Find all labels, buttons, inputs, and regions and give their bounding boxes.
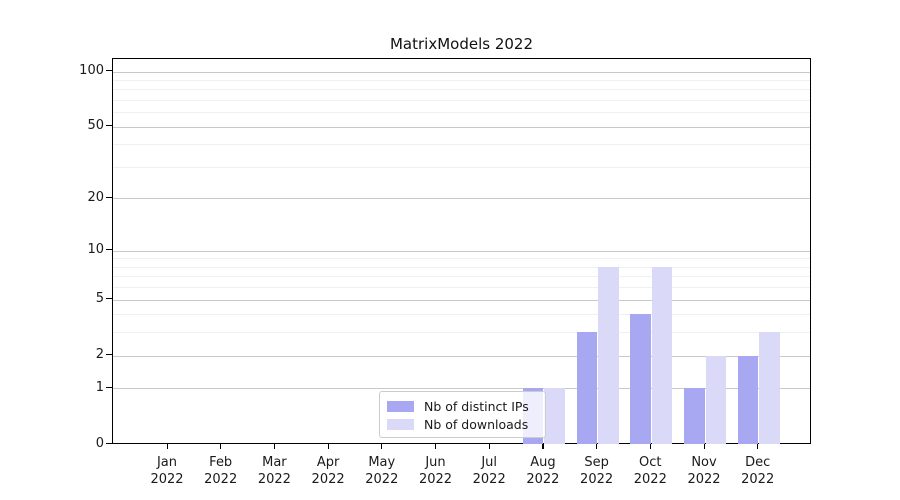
gridline-major [113,388,810,390]
x-tick-label: Jan 2022 [150,454,184,487]
bar-downloads-month-10 [651,266,673,445]
legend-item-downloads: Nb of downloads [387,415,537,433]
gridline-minor [113,144,810,146]
x-tick-label: Mar 2022 [257,454,291,487]
legend-label-downloads: Nb of downloads [424,416,529,432]
gridline-major [113,355,810,357]
y-tick-label: 2 [95,347,104,363]
gridline-minor [113,79,810,81]
bar-distinct-ips-month-10 [630,314,651,445]
gridline-minor [113,276,810,278]
x-tick-mark [381,443,383,449]
x-tick-label: Nov 2022 [687,454,721,487]
legend: Nb of distinct IPs Nb of downloads [379,391,546,438]
bar-downloads-month-12 [759,332,780,445]
legend-item-distinct-ips: Nb of distinct IPs [387,397,537,415]
gridline-minor [113,266,810,268]
y-tick-label: 1 [95,379,104,395]
gridline-major [113,250,810,252]
x-tick-label: Dec 2022 [741,454,775,487]
bar-downloads-month-9 [598,266,619,445]
gridline-minor [113,89,810,91]
x-tick-mark [488,443,490,449]
legend-swatch-distinct-ips [387,400,414,412]
x-tick-label: Jul 2022 [472,454,506,487]
x-tick-label: Jun 2022 [418,454,453,487]
bar-downloads-month-11 [705,355,726,445]
x-tick-label: Oct 2022 [633,454,667,487]
bar-downloads-month-8 [544,388,565,445]
gridline-minor [113,167,810,168]
x-tick-label: Sep 2022 [580,454,614,487]
y-tick-label: 100 [79,63,104,79]
chart-title: MatrixModels 2022 [389,35,534,53]
gridline-major [113,299,810,301]
gridline-minor [113,100,810,102]
bar-distinct-ips-month-9 [576,332,598,445]
x-tick-mark [435,443,437,449]
gridline-minor [113,287,810,289]
y-tick-label: 0 [95,436,104,451]
gridline-minor [113,112,810,114]
y-tick-label: 5 [95,291,104,307]
x-tick-mark [166,443,168,449]
plot-area [112,58,811,445]
x-tick-label: Feb 2022 [204,454,238,487]
x-tick-mark [273,443,276,449]
plot-canvas [113,59,810,445]
legend-swatch-downloads [387,418,414,430]
x-tick-label: May 2022 [365,454,399,487]
gridline-minor [113,314,810,316]
x-tick-label: Apr 2022 [311,454,345,487]
x-tick-mark [220,443,222,449]
gridline-major [113,198,810,200]
gridline-minor [113,258,810,260]
y-tick-label: 50 [87,118,104,134]
gridline-minor [113,332,810,334]
x-tick-mark [327,443,329,449]
gridline-major [113,126,810,128]
y-tick-label: 20 [87,189,104,205]
y-tick-label: 10 [87,242,104,258]
gridline-major [113,71,810,73]
bar-distinct-ips-month-11 [684,388,705,445]
legend-label-distinct-ips: Nb of distinct IPs [424,398,529,414]
x-tick-label: Aug 2022 [526,454,560,487]
bar-distinct-ips-month-12 [737,355,759,445]
